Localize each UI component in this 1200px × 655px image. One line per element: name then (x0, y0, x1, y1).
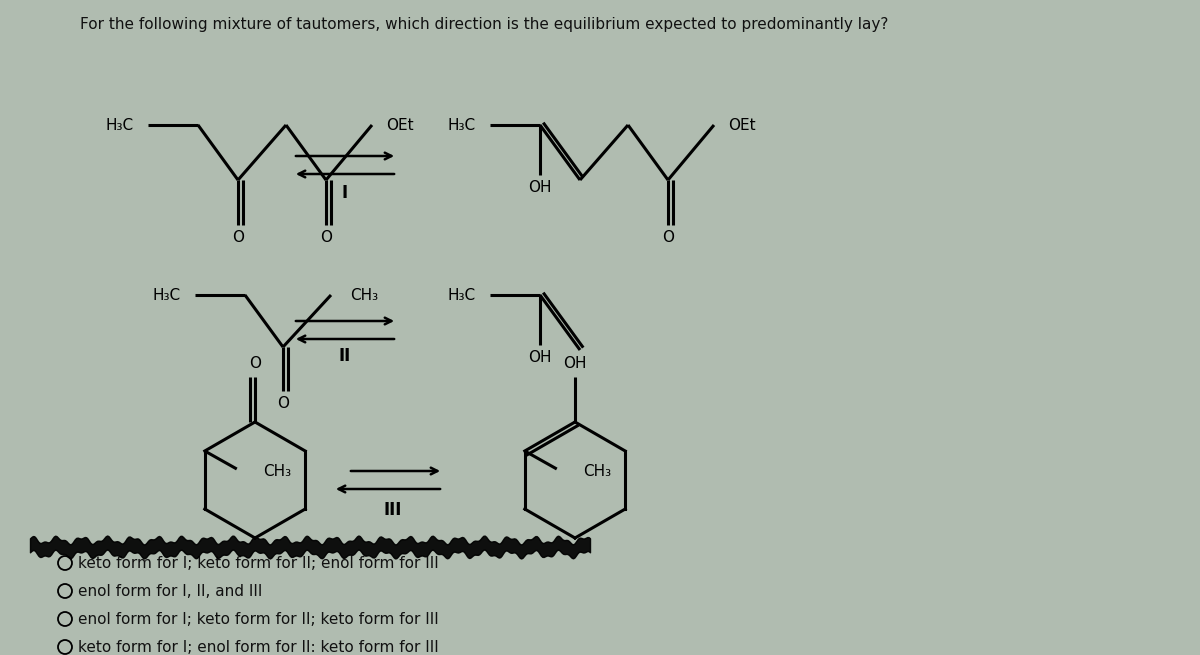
Text: O: O (277, 396, 289, 411)
Text: O: O (232, 229, 244, 244)
Text: H₃C: H₃C (106, 117, 134, 132)
Text: O: O (662, 229, 674, 244)
Text: CH₃: CH₃ (583, 464, 611, 479)
Text: I: I (342, 184, 348, 202)
Text: OH: OH (563, 356, 587, 371)
Text: keto form for I; keto form for II; enol form for III: keto form for I; keto form for II; enol … (78, 555, 439, 571)
Text: keto form for I; enol form for II: keto form for III: keto form for I; enol form for II: keto … (78, 639, 439, 654)
Text: III: III (384, 501, 402, 519)
Text: OH: OH (528, 179, 552, 195)
Text: OEt: OEt (728, 117, 756, 132)
Text: II: II (338, 347, 352, 365)
Text: OH: OH (528, 350, 552, 364)
Text: For the following mixture of tautomers, which direction is the equilibrium expec: For the following mixture of tautomers, … (80, 17, 888, 32)
Text: CH₃: CH₃ (263, 464, 290, 479)
Text: H₃C: H₃C (448, 288, 476, 303)
Text: CH₃: CH₃ (350, 288, 378, 303)
Text: H₃C: H₃C (448, 117, 476, 132)
Text: H₃C: H₃C (152, 288, 181, 303)
Text: O: O (320, 229, 332, 244)
Text: O: O (250, 356, 262, 371)
Text: enol form for I, II, and III: enol form for I, II, and III (78, 584, 263, 599)
Text: enol form for I; keto form for II; keto form for III: enol form for I; keto form for II; keto … (78, 612, 439, 626)
Text: OEt: OEt (386, 117, 414, 132)
